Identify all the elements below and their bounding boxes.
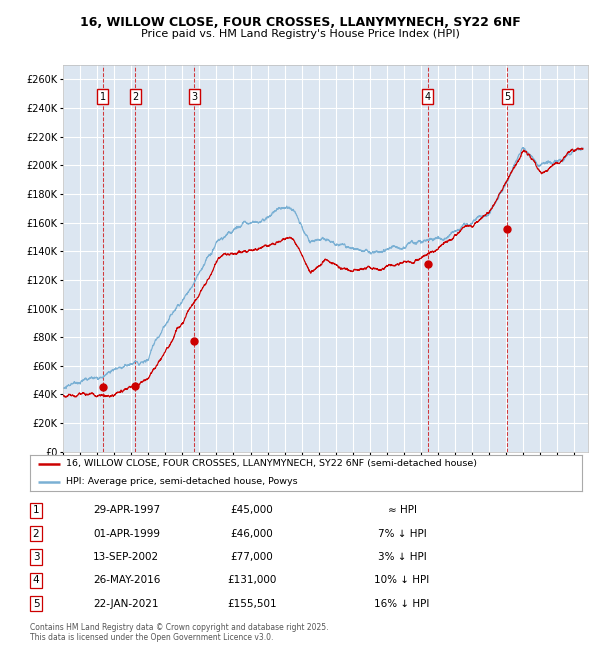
Text: £131,000: £131,000 <box>227 575 277 585</box>
Text: 1: 1 <box>32 505 40 515</box>
Text: 29-APR-1997: 29-APR-1997 <box>93 505 160 515</box>
Text: 3: 3 <box>32 552 40 562</box>
Text: 16, WILLOW CLOSE, FOUR CROSSES, LLANYMYNECH, SY22 6NF (semi-detached house): 16, WILLOW CLOSE, FOUR CROSSES, LLANYMYN… <box>66 460 477 469</box>
Text: 01-APR-1999: 01-APR-1999 <box>93 528 160 538</box>
Text: £46,000: £46,000 <box>230 528 274 538</box>
Text: Price paid vs. HM Land Registry's House Price Index (HPI): Price paid vs. HM Land Registry's House … <box>140 29 460 39</box>
Text: 22-JAN-2021: 22-JAN-2021 <box>93 599 158 608</box>
Text: 4: 4 <box>32 575 40 585</box>
Text: 16, WILLOW CLOSE, FOUR CROSSES, LLANYMYNECH, SY22 6NF: 16, WILLOW CLOSE, FOUR CROSSES, LLANYMYN… <box>80 16 520 29</box>
Text: 10% ↓ HPI: 10% ↓ HPI <box>374 575 430 585</box>
Text: £155,501: £155,501 <box>227 599 277 608</box>
Text: 26-MAY-2016: 26-MAY-2016 <box>93 575 160 585</box>
Text: 13-SEP-2002: 13-SEP-2002 <box>93 552 159 562</box>
Text: 3% ↓ HPI: 3% ↓ HPI <box>377 552 427 562</box>
Text: 1: 1 <box>100 92 106 101</box>
Text: 2: 2 <box>32 528 40 538</box>
Text: 16% ↓ HPI: 16% ↓ HPI <box>374 599 430 608</box>
Text: HPI: Average price, semi-detached house, Powys: HPI: Average price, semi-detached house,… <box>66 477 298 486</box>
Text: 5: 5 <box>32 599 40 608</box>
Text: 4: 4 <box>425 92 431 101</box>
Text: 3: 3 <box>191 92 197 101</box>
Text: Contains HM Land Registry data © Crown copyright and database right 2025.
This d: Contains HM Land Registry data © Crown c… <box>30 623 329 642</box>
Text: ≈ HPI: ≈ HPI <box>388 505 416 515</box>
Text: £45,000: £45,000 <box>230 505 274 515</box>
Text: £77,000: £77,000 <box>230 552 274 562</box>
Text: 5: 5 <box>504 92 511 101</box>
Text: 2: 2 <box>133 92 139 101</box>
Text: 7% ↓ HPI: 7% ↓ HPI <box>377 528 427 538</box>
